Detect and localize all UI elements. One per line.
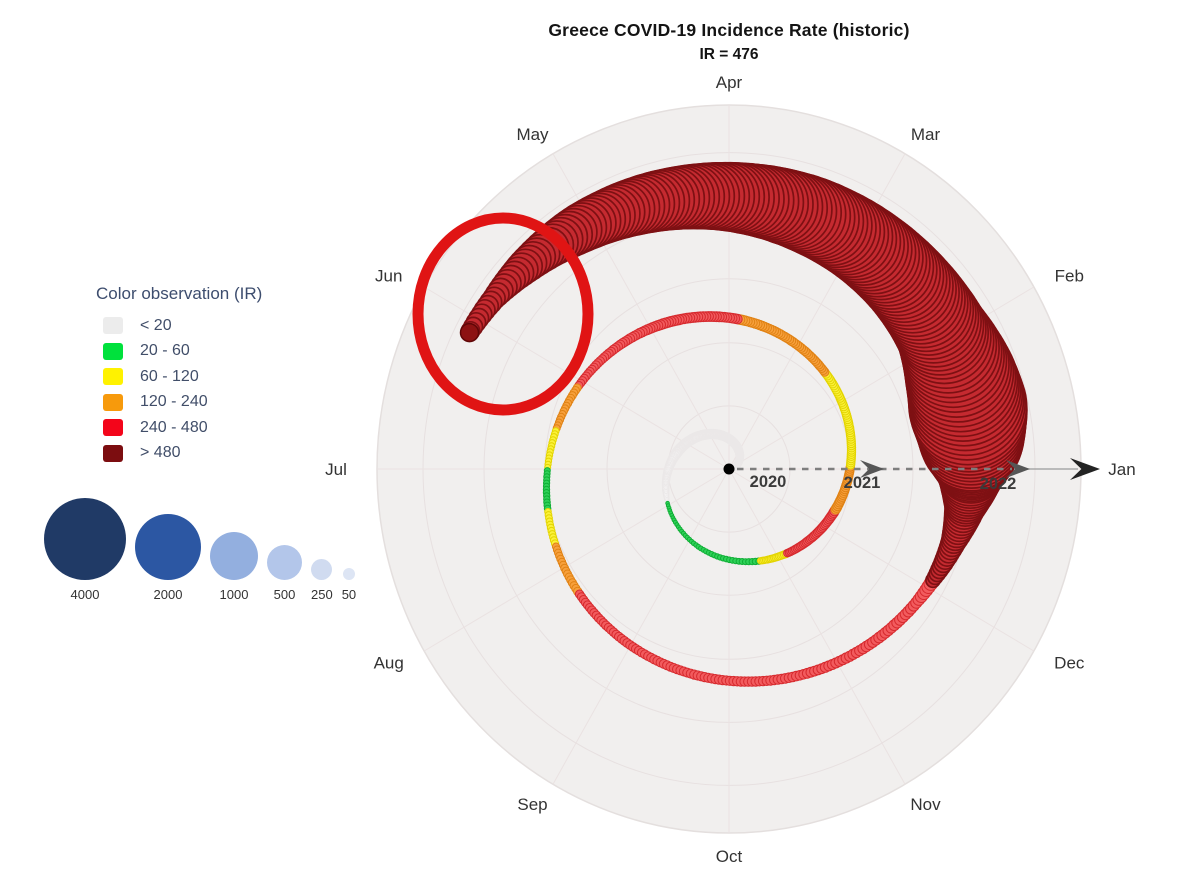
color-legend-label: 120 - 240 bbox=[140, 393, 208, 411]
chart-subtitle: IR = 476 bbox=[699, 46, 759, 63]
color-swatch bbox=[103, 444, 123, 462]
year-label-2021: 2021 bbox=[844, 474, 881, 492]
axis-arrowhead-icon bbox=[1006, 460, 1030, 478]
size-legend-item: 500 bbox=[267, 545, 302, 602]
grid-spoke bbox=[423, 468, 730, 652]
year-label-2020: 2020 bbox=[750, 473, 787, 491]
month-label-jan: Jan bbox=[1108, 460, 1135, 479]
size-legend-label: 4000 bbox=[70, 587, 100, 602]
grid-spoke bbox=[728, 468, 906, 785]
month-label-feb: Feb bbox=[1055, 267, 1084, 286]
size-legend-label: 500 bbox=[273, 587, 296, 602]
highlight-annotation-circle bbox=[412, 212, 594, 416]
color-legend: Color observation (IR) < 20 20 - 60 60 - 1… bbox=[96, 284, 262, 466]
size-legend-item: 4000 bbox=[44, 498, 126, 602]
month-label-apr: Apr bbox=[716, 73, 743, 92]
spiral-origin-dot bbox=[723, 463, 735, 475]
axis-arrowhead-icon bbox=[1070, 458, 1100, 480]
color-legend-label: 20 - 60 bbox=[140, 342, 190, 360]
size-legend-item: 1000 bbox=[210, 532, 258, 602]
grid-spoke bbox=[728, 468, 1035, 652]
grid-spoke bbox=[552, 468, 730, 785]
month-label-nov: Nov bbox=[910, 795, 941, 814]
color-legend-item: 240 - 480 bbox=[103, 415, 262, 441]
color-swatch bbox=[103, 419, 123, 437]
size-circle bbox=[44, 498, 126, 580]
size-legend-label: 250 bbox=[311, 587, 333, 602]
size-legend-item: 50 bbox=[342, 568, 356, 602]
month-labels: Jan Feb Mar Apr May Jun Jul Aug Sep Oct Nov Dec bbox=[325, 73, 1136, 866]
color-swatch bbox=[103, 317, 123, 335]
spiral-data-points bbox=[459, 161, 1028, 687]
color-legend-item: 120 - 240 bbox=[103, 390, 262, 416]
color-legend-label: > 480 bbox=[140, 444, 181, 462]
month-label-mar: Mar bbox=[911, 125, 941, 144]
month-label-aug: Aug bbox=[374, 654, 404, 673]
color-swatch bbox=[103, 393, 123, 411]
color-swatch bbox=[103, 368, 123, 386]
chart-header: Greece COVID-19 Incidence Rate (historic… bbox=[429, 20, 1029, 64]
color-legend-item: > 480 bbox=[103, 441, 262, 467]
color-legend-label: < 20 bbox=[140, 316, 172, 334]
month-label-sep: Sep bbox=[517, 795, 547, 814]
color-legend-item: 20 - 60 bbox=[103, 339, 262, 365]
color-legend-label: 240 - 480 bbox=[140, 418, 208, 436]
color-legend-items: < 20 20 - 60 60 - 120 120 - 240 240 - 480 > 4… bbox=[96, 313, 262, 466]
size-legend-label: 1000 bbox=[219, 587, 249, 602]
month-label-jun: Jun bbox=[375, 267, 402, 286]
size-circle bbox=[342, 568, 355, 580]
color-legend-item: 60 - 120 bbox=[103, 364, 262, 390]
time-axis: 2020 2021 2022 bbox=[723, 458, 1100, 493]
year-label-2022: 2022 bbox=[980, 475, 1017, 493]
color-legend-label: 60 - 120 bbox=[140, 367, 199, 385]
chart-title: Greece COVID-19 Incidence Rate (historic… bbox=[548, 20, 910, 40]
color-legend-item: < 20 bbox=[103, 313, 262, 339]
month-label-oct: Oct bbox=[716, 847, 743, 866]
size-legend-item: 250 bbox=[311, 559, 333, 602]
size-legend: 4000 2000 1000 500 250 50 bbox=[44, 498, 356, 602]
axis-arrowhead-icon bbox=[860, 460, 884, 478]
size-legend-label: 50 bbox=[341, 587, 357, 602]
latest-data-point bbox=[459, 322, 480, 343]
size-legend-item: 2000 bbox=[135, 514, 201, 602]
size-circle bbox=[267, 545, 302, 580]
size-circle bbox=[210, 532, 258, 580]
size-circle bbox=[311, 559, 333, 580]
size-legend-label: 2000 bbox=[153, 587, 183, 602]
month-label-dec: Dec bbox=[1054, 654, 1085, 673]
size-circle bbox=[135, 514, 201, 580]
color-swatch bbox=[103, 342, 123, 360]
month-label-jul: Jul bbox=[325, 460, 347, 479]
color-legend-title: Color observation (IR) bbox=[96, 284, 263, 303]
month-label-may: May bbox=[516, 125, 549, 144]
